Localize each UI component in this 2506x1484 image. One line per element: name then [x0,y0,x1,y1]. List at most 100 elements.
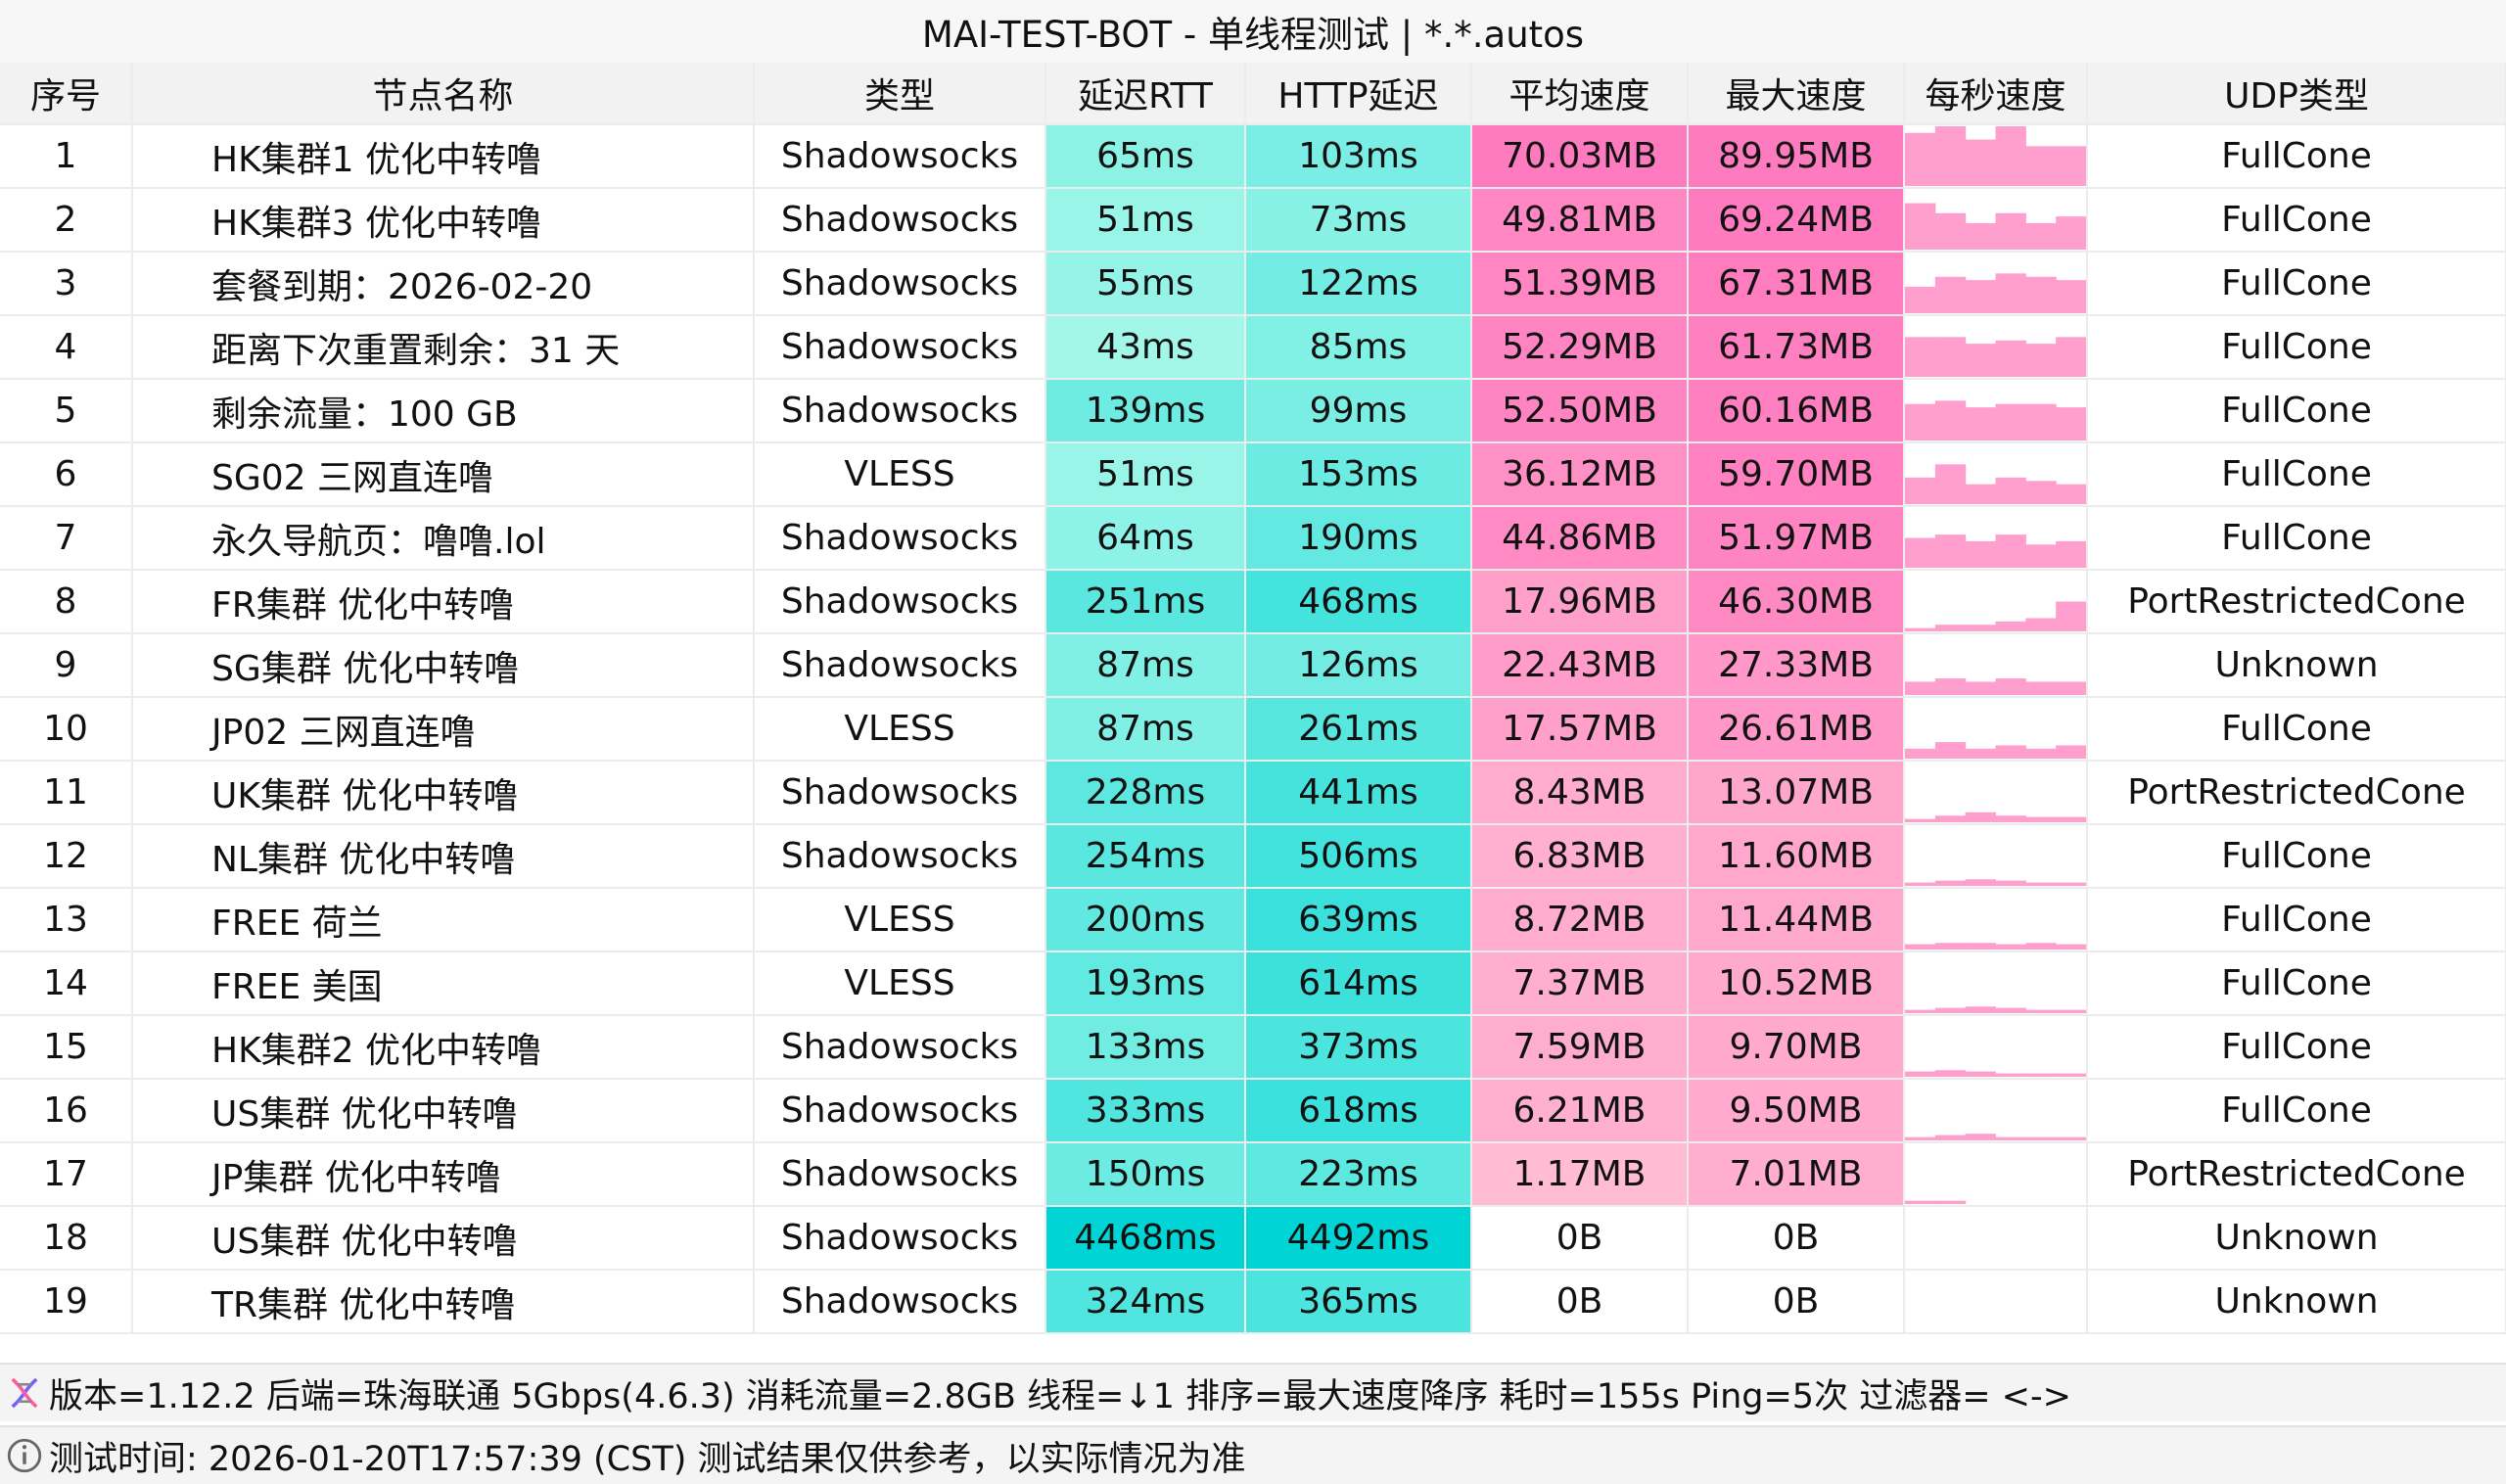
node-name: NL集群 优化中转噜 [132,824,755,889]
speed-sample-bar [1905,627,1936,631]
table-row[interactable]: 14 FREE 美国 VLESS 193ms 614ms 7.37MB 10.52MB Ful… [0,951,2506,1016]
speed-sample-bar [1995,745,2026,759]
col-http-header[interactable]: HTTP延迟 [1245,63,1472,125]
row-index: 19 [0,1270,133,1334]
speed-sample-bar [1934,534,1967,568]
rtt-latency: 254ms [1045,824,1246,889]
speed-sample-bar [2056,745,2085,759]
footer-time: 测试时间: 2026-01-20T17:57:39 (CST) 测试结果仅供参考… [49,1439,1246,1479]
table-row[interactable]: 18 US集群 优化中转噜 Shadowsocks 4468ms 4492ms 0B 0B U… [0,1206,2506,1271]
speed-sparkline [1905,1006,2085,1013]
proxy-type: VLESS [754,697,1046,762]
col-avg-speed-header[interactable]: 平均速度 [1471,63,1689,125]
speed-sample-bar [1905,403,1936,441]
max-speed: 9.70MB [1688,1015,1905,1080]
rtt-latency: 65ms [1045,124,1246,189]
udp-type: FullCone [2087,379,2506,443]
rtt-latency: 139ms [1045,379,1246,443]
table-row[interactable]: 19 TR集群 优化中转噜 Shadowsocks 324ms 365ms 0B 0B Unk… [0,1270,2506,1334]
table-row[interactable]: 8 FR集群 优化中转噜 Shadowsocks 251ms 468ms 17.96MB 4… [0,570,2506,634]
http-latency: 223ms [1245,1142,1472,1207]
header-row: 序号 节点名称 类型 延迟RTT HTTP延迟 平均速度 最大速度 每秒速度 U… [0,63,2506,125]
max-speed: 89.95MB [1688,124,1905,189]
node-name: FR集群 优化中转噜 [132,570,755,634]
results-table: 序号 节点名称 类型 延迟RTT HTTP延迟 平均速度 最大速度 每秒速度 U… [0,63,2506,1334]
row-index: 8 [0,570,133,634]
col-name-header[interactable]: 节点名称 [132,63,755,125]
udp-type: Unknown [2087,1270,2506,1334]
table-row[interactable]: 1 HK集群1 优化中转噜 Shadowsocks 65ms 103ms 70.03MB 8… [0,124,2506,189]
avg-speed: 0B [1471,1270,1689,1334]
speed-sample-bar [1995,273,2026,313]
udp-type: FullCone [2087,1015,2506,1080]
speed-sample-bar [1965,681,1997,695]
speed-sample-bar [1934,1070,1967,1077]
speed-sample-bar [1905,748,1936,759]
col-rtt-header[interactable]: 延迟RTT [1045,63,1246,125]
table-row[interactable]: 17 JP集群 优化中转噜 Shadowsocks 150ms 223ms 1.17MB 7… [0,1142,2506,1207]
table-row[interactable]: 7 永久导航页：噜噜.lol Shadowsocks 64ms 190ms 44.86MB… [0,506,2506,571]
footer-meta: 版本=1.12.2 后端=珠海联通 5Gbps(4.6.3) 消耗流量=2.8G… [49,1376,2071,1416]
speed-sample-bar [2056,882,2085,886]
per-second-chart [1904,633,2088,698]
proxy-type: Shadowsocks [754,570,1046,634]
table-row[interactable]: 4 距离下次重置剩余：31 天 Shadowsocks 43ms 85ms 52.29MB… [0,315,2506,380]
rtt-latency: 51ms [1045,188,1246,253]
speed-sample-bar [1965,625,1997,631]
col-udp-header[interactable]: UDP类型 [2087,63,2506,125]
per-second-chart [1904,1206,2088,1271]
col-max-speed-header[interactable]: 最大速度 [1688,63,1905,125]
node-name: JP集群 优化中转噜 [132,1142,755,1207]
proxy-type: Shadowsocks [754,633,1046,698]
speed-sample-bar [2025,882,2057,886]
proxy-type: Shadowsocks [754,1142,1046,1207]
node-name: HK集群1 优化中转噜 [132,124,755,189]
table-row[interactable]: 12 NL集群 优化中转噜 Shadowsocks 254ms 506ms 6.83MB 1… [0,824,2506,889]
http-latency: 153ms [1245,442,1472,507]
speed-sparkline [1905,203,2085,250]
http-latency: 73ms [1245,188,1472,253]
speed-sample-bar [2025,1073,2057,1077]
dna-icon [11,1377,38,1409]
speed-sample-bar [2025,943,2057,950]
udp-type: FullCone [2087,252,2506,316]
table-row[interactable]: 16 US集群 优化中转噜 Shadowsocks 333ms 618ms 6.21MB 9… [0,1079,2506,1143]
http-latency: 614ms [1245,951,1472,1016]
avg-speed: 51.39MB [1471,252,1689,316]
table-row[interactable]: 6 SG02 三网直连噜 VLESS 51ms 153ms 36.12MB 59.70MB F… [0,442,2506,507]
avg-speed: 17.57MB [1471,697,1689,762]
speed-sparkline [1905,464,2085,504]
rtt-latency: 200ms [1045,888,1246,952]
table-row[interactable]: 5 剩余流量：100 GB Shadowsocks 139ms 99ms 52.50MB 6… [0,379,2506,443]
speed-sample-bar [2056,407,2085,441]
avg-speed: 44.86MB [1471,506,1689,571]
table-row[interactable]: 2 HK集群3 优化中转噜 Shadowsocks 51ms 73ms 49.81MB 69… [0,188,2506,253]
table-row[interactable]: 10 JP02 三网直连噜 VLESS 87ms 261ms 17.57MB 26.61MB… [0,697,2506,762]
per-second-chart [1904,888,2088,952]
table-row[interactable]: 13 FREE 荷兰 VLESS 200ms 639ms 8.72MB 11.44MB Ful… [0,888,2506,952]
node-name: FREE 美国 [132,951,755,1016]
speed-sample-bar [1905,477,1936,504]
col-index-header[interactable]: 序号 [0,63,133,125]
speed-sparkline [1905,273,2085,313]
proxy-type: Shadowsocks [754,1079,1046,1143]
proxy-type: Shadowsocks [754,1015,1046,1080]
proxy-type: Shadowsocks [754,379,1046,443]
table-row[interactable]: 15 HK集群2 优化中转噜 Shadowsocks 133ms 373ms 7.59MB… [0,1015,2506,1080]
http-latency: 85ms [1245,315,1472,380]
node-name: 永久导航页：噜噜.lol [132,506,755,571]
avg-speed: 7.59MB [1471,1015,1689,1080]
window-title: MAI-TEST-BOT - 单线程测试 | *.*.autos [0,0,2506,65]
speed-sample-bar [2025,618,2057,631]
table-row[interactable]: 9 SG集群 优化中转噜 Shadowsocks 87ms 126ms 22.43MB 27… [0,633,2506,698]
speed-sparkline [1905,742,2085,759]
table-row[interactable]: 11 UK集群 优化中转噜 Shadowsocks 228ms 441ms 8.43MB 1… [0,761,2506,825]
table-row[interactable]: 3 套餐到期：2026-02-20 Shadowsocks 55ms 122ms 51.3… [0,252,2506,316]
node-name: SG02 三网直连噜 [132,442,755,507]
col-per-second-header[interactable]: 每秒速度 [1904,63,2088,125]
proxy-type: VLESS [754,442,1046,507]
col-type-header[interactable]: 类型 [754,63,1046,125]
speed-sample-bar [1995,815,2026,822]
udp-type: FullCone [2087,506,2506,571]
avg-speed: 22.43MB [1471,633,1689,698]
